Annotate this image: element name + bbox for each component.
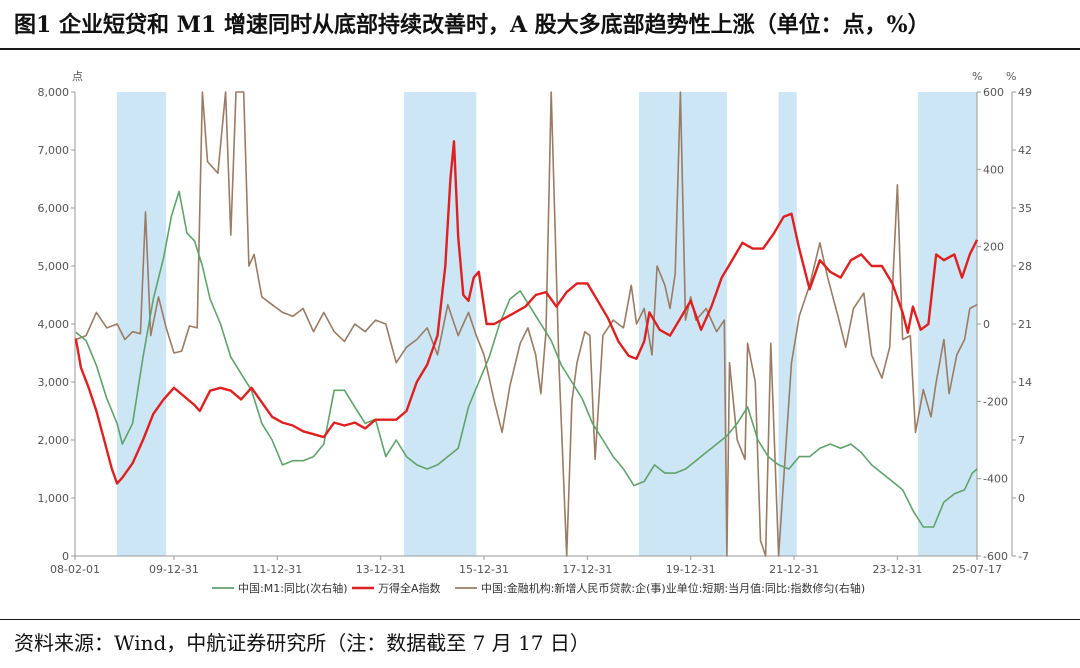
left-tick-label: 6,000 (38, 202, 70, 215)
secondary-right-tick-label: -7 (1018, 550, 1029, 563)
x-tick-label: 17-12-31 (562, 563, 612, 576)
right-tick-label: -200 (983, 395, 1008, 408)
axes: 点% % 0 1,000 2,000 3,000 4,000 5,000 6,000 7,000 8… (38, 70, 1033, 576)
shaded-period-1 (403, 92, 477, 556)
x-tick-label: 25-07-17 (952, 563, 1002, 576)
left-tick-label: 7,000 (38, 144, 70, 157)
right-tick-label: 400 (983, 163, 1004, 176)
x-tick-label: 15-12-31 (459, 563, 509, 576)
secondary-right-tick-label: 42 (1018, 144, 1032, 157)
left-axis-unit: 点 (72, 70, 83, 83)
x-tick-label: 11-12-31 (252, 563, 302, 576)
legend: 中国:M1:同比(次右轴) 万得全A指数 中国:金融机构:新增人民币贷款:企(事)业… (212, 581, 865, 595)
secondary-right-tick-label: 28 (1018, 260, 1032, 273)
left-tick-label: 4,000 (38, 318, 70, 331)
left-tick-label: 5,000 (38, 260, 70, 273)
legend-label-0: 中国:M1:同比(次右轴) (238, 581, 347, 595)
figure-title: 图1 企业短贷和 M1 增速同时从底部持续改善时，A 股大多底部趋势性上涨（单位… (14, 12, 930, 38)
left-tick-label: 2,000 (38, 434, 70, 447)
secondary-right-tick-label: 21 (1018, 318, 1032, 331)
left-tick-label: 8,000 (38, 86, 70, 99)
legend-label-2: 中国:金融机构:新增人民币贷款:企(事)业单位:短期:当月值:同比:指数修匀(右… (481, 581, 865, 595)
x-tick-label: 13-12-31 (356, 563, 406, 576)
left-tick-label: 3,000 (38, 376, 70, 389)
series-line-2 (75, 91, 978, 557)
shaded-period-3 (778, 92, 797, 556)
left-tick-label: 0 (62, 550, 69, 563)
right-tick-label: 0 (983, 318, 990, 331)
top-rule (0, 48, 1080, 50)
x-tick-label: 23-12-31 (872, 563, 922, 576)
series-line-0 (75, 190, 978, 528)
source-note: 资料来源：Wind，中航证券研究所（注：数据截至 7 月 17 日） (14, 631, 590, 655)
legend-label-1: 万得全A指数 (378, 581, 441, 595)
series-line-1 (74, 140, 979, 485)
secondary-right-tick-label: 0 (1018, 492, 1025, 505)
chart: 点% % 0 1,000 2,000 3,000 4,000 5,000 6,000 7,000 8… (38, 70, 1033, 595)
x-tick-label: 08-02-01 (50, 563, 100, 576)
right-tick-label: 200 (983, 241, 1004, 254)
right-tick-label: -400 (983, 473, 1008, 486)
right-tick-label: 600 (983, 86, 1004, 99)
right-axis-unit: % (972, 70, 982, 83)
left-tick-label: 1,000 (38, 492, 70, 505)
secondary-right-tick-label: 35 (1018, 202, 1032, 215)
right-tick-label: -600 (983, 550, 1008, 563)
series-lines (74, 91, 979, 557)
secondary-right-tick-label: 7 (1018, 434, 1025, 447)
secondary-right-tick-label: 49 (1018, 86, 1032, 99)
x-tick-label: 19-12-31 (666, 563, 716, 576)
bottom-rule (0, 619, 1080, 620)
secondary-right-axis-unit: % (1006, 70, 1016, 83)
x-tick-label: 21-12-31 (769, 563, 819, 576)
shaded-period-0 (117, 92, 167, 556)
secondary-right-tick-label: 14 (1018, 376, 1032, 389)
x-tick-label: 09-12-31 (149, 563, 199, 576)
